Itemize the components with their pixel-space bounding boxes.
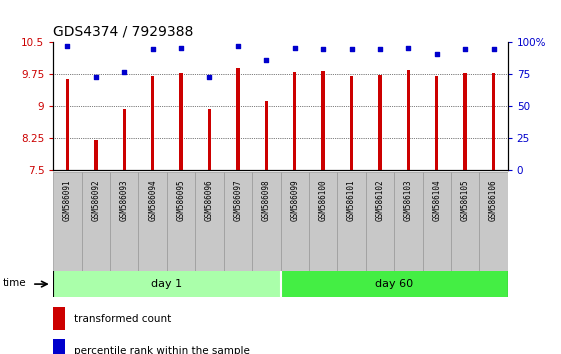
Bar: [53, 339, 65, 354]
Point: [489, 46, 498, 52]
Text: GSM586095: GSM586095: [177, 179, 186, 221]
Bar: [337, 172, 366, 271]
Bar: [422, 172, 451, 271]
Point: [91, 74, 100, 80]
Text: GSM586094: GSM586094: [148, 179, 157, 221]
Bar: [180, 74, 183, 170]
Bar: [236, 68, 240, 170]
Bar: [350, 76, 353, 170]
Text: GSM586105: GSM586105: [461, 179, 470, 221]
Text: day 1: day 1: [151, 279, 182, 289]
Bar: [94, 140, 98, 170]
Text: GSM586096: GSM586096: [205, 179, 214, 221]
Point: [63, 44, 72, 49]
Text: GSM586091: GSM586091: [63, 179, 72, 221]
Bar: [123, 109, 126, 170]
Text: percentile rank within the sample: percentile rank within the sample: [73, 346, 250, 354]
Text: GSM586102: GSM586102: [375, 179, 384, 221]
Point: [177, 45, 186, 50]
Bar: [293, 72, 296, 170]
Bar: [110, 172, 139, 271]
Text: GSM586099: GSM586099: [290, 179, 299, 221]
Point: [461, 46, 470, 52]
Bar: [82, 172, 110, 271]
Bar: [195, 172, 224, 271]
Bar: [321, 72, 325, 170]
Text: GDS4374 / 7929388: GDS4374 / 7929388: [53, 24, 194, 39]
Text: GSM586101: GSM586101: [347, 179, 356, 221]
Bar: [139, 172, 167, 271]
Bar: [53, 307, 65, 330]
Bar: [265, 101, 268, 170]
Bar: [252, 172, 280, 271]
Point: [432, 51, 441, 57]
Point: [262, 57, 271, 63]
Text: GSM586093: GSM586093: [120, 179, 129, 221]
Bar: [151, 76, 154, 170]
Text: GSM586097: GSM586097: [233, 179, 242, 221]
Text: time: time: [3, 278, 26, 288]
Point: [347, 46, 356, 52]
Bar: [366, 172, 394, 271]
Bar: [208, 109, 211, 170]
Bar: [435, 76, 438, 170]
Bar: [451, 172, 479, 271]
Bar: [463, 74, 467, 170]
Bar: [309, 172, 337, 271]
Text: GSM586106: GSM586106: [489, 179, 498, 221]
Bar: [492, 74, 495, 170]
Bar: [167, 172, 195, 271]
Bar: [280, 271, 508, 297]
Bar: [53, 172, 82, 271]
Point: [319, 46, 328, 52]
Point: [290, 45, 299, 50]
Text: GSM586098: GSM586098: [262, 179, 271, 221]
Bar: [378, 75, 381, 170]
Bar: [394, 172, 422, 271]
Point: [120, 69, 129, 75]
Text: GSM586092: GSM586092: [91, 179, 100, 221]
Bar: [224, 172, 252, 271]
Text: GSM586100: GSM586100: [319, 179, 328, 221]
Bar: [479, 172, 508, 271]
Point: [233, 44, 242, 49]
Text: day 60: day 60: [375, 279, 413, 289]
Bar: [53, 271, 280, 297]
Point: [148, 46, 157, 52]
Bar: [407, 70, 410, 170]
Bar: [280, 172, 309, 271]
Bar: [66, 79, 69, 170]
Point: [404, 45, 413, 50]
Point: [205, 74, 214, 80]
Text: GSM586103: GSM586103: [404, 179, 413, 221]
Point: [375, 46, 384, 52]
Text: transformed count: transformed count: [73, 314, 171, 324]
Text: GSM586104: GSM586104: [432, 179, 441, 221]
